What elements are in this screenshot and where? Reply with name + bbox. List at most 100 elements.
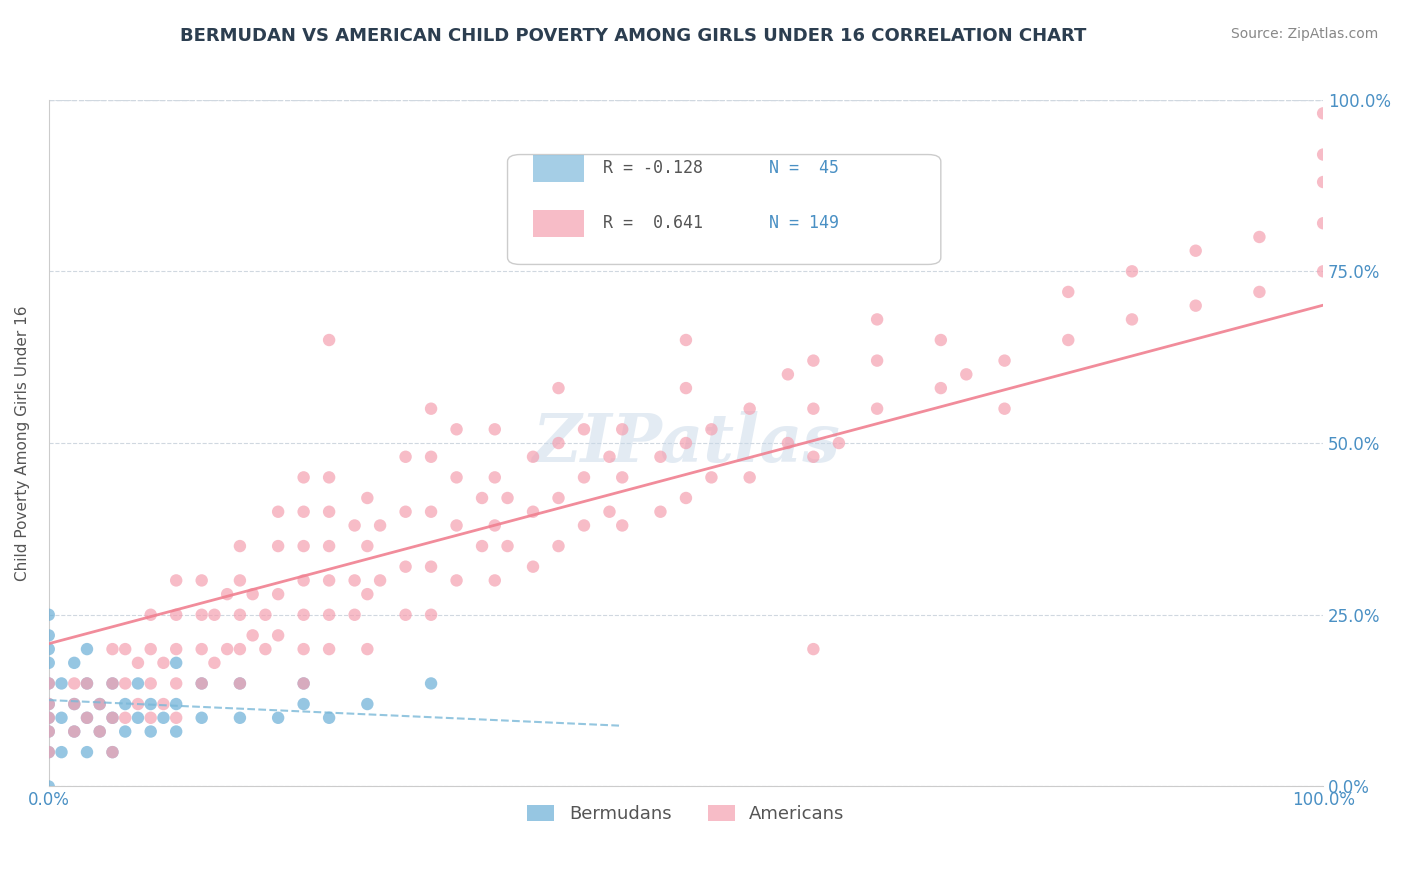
Point bbox=[63, 724, 86, 739]
Point bbox=[267, 711, 290, 725]
Point bbox=[318, 505, 340, 519]
Point bbox=[76, 711, 98, 725]
Point bbox=[394, 450, 416, 464]
Point bbox=[63, 697, 86, 711]
Point bbox=[190, 676, 212, 690]
Point bbox=[803, 450, 825, 464]
Point bbox=[38, 724, 60, 739]
Legend: Bermudans, Americans: Bermudans, Americans bbox=[519, 796, 853, 832]
Point bbox=[51, 745, 73, 759]
Point bbox=[471, 539, 494, 553]
Point bbox=[76, 711, 98, 725]
Point bbox=[1121, 264, 1143, 278]
Point bbox=[343, 518, 366, 533]
Point bbox=[165, 697, 187, 711]
Point bbox=[292, 607, 315, 622]
Point bbox=[738, 470, 761, 484]
Point bbox=[993, 353, 1015, 368]
Point bbox=[1249, 285, 1271, 299]
Point bbox=[1312, 264, 1334, 278]
Point bbox=[229, 607, 252, 622]
Point bbox=[38, 724, 60, 739]
Point bbox=[165, 607, 187, 622]
Point bbox=[318, 470, 340, 484]
Point bbox=[738, 401, 761, 416]
Point bbox=[127, 711, 149, 725]
Point bbox=[190, 607, 212, 622]
Point bbox=[1057, 285, 1080, 299]
Point bbox=[38, 628, 60, 642]
Point bbox=[204, 607, 226, 622]
Point bbox=[114, 676, 136, 690]
Point bbox=[356, 491, 378, 505]
Point bbox=[650, 505, 672, 519]
Point bbox=[139, 711, 162, 725]
Point bbox=[38, 697, 60, 711]
Point bbox=[229, 574, 252, 588]
Point bbox=[675, 491, 697, 505]
Point bbox=[776, 368, 799, 382]
Point bbox=[63, 656, 86, 670]
Point bbox=[343, 607, 366, 622]
Point bbox=[139, 676, 162, 690]
Point bbox=[484, 422, 506, 436]
Point bbox=[38, 745, 60, 759]
Point bbox=[420, 401, 443, 416]
Point bbox=[318, 539, 340, 553]
Point bbox=[139, 642, 162, 657]
Point bbox=[89, 724, 111, 739]
Point bbox=[38, 607, 60, 622]
Point bbox=[101, 676, 124, 690]
Point bbox=[267, 505, 290, 519]
Point bbox=[955, 368, 977, 382]
Point bbox=[139, 607, 162, 622]
Point bbox=[63, 676, 86, 690]
Point bbox=[51, 711, 73, 725]
Point bbox=[114, 697, 136, 711]
Point bbox=[165, 724, 187, 739]
Point bbox=[38, 656, 60, 670]
Point bbox=[89, 697, 111, 711]
Point bbox=[446, 422, 468, 436]
Point bbox=[484, 518, 506, 533]
Point bbox=[127, 697, 149, 711]
Point bbox=[993, 401, 1015, 416]
Point bbox=[139, 724, 162, 739]
Point bbox=[675, 436, 697, 450]
Point bbox=[866, 312, 889, 326]
Point bbox=[292, 574, 315, 588]
Point bbox=[356, 587, 378, 601]
Point bbox=[229, 676, 252, 690]
Point bbox=[471, 491, 494, 505]
Point bbox=[204, 656, 226, 670]
Point bbox=[101, 711, 124, 725]
Point bbox=[114, 711, 136, 725]
Point bbox=[318, 642, 340, 657]
Point bbox=[572, 422, 595, 436]
Text: R = -0.128: R = -0.128 bbox=[603, 160, 703, 178]
Point bbox=[38, 711, 60, 725]
Point bbox=[152, 656, 174, 670]
Point bbox=[675, 381, 697, 395]
Point bbox=[547, 436, 569, 450]
FancyBboxPatch shape bbox=[508, 154, 941, 264]
Point bbox=[803, 642, 825, 657]
Point bbox=[292, 676, 315, 690]
Point bbox=[1312, 106, 1334, 120]
Point bbox=[38, 711, 60, 725]
Point bbox=[38, 676, 60, 690]
Point bbox=[420, 676, 443, 690]
FancyBboxPatch shape bbox=[533, 154, 583, 182]
Point bbox=[318, 333, 340, 347]
Point bbox=[368, 518, 391, 533]
Point bbox=[700, 470, 723, 484]
Point bbox=[700, 422, 723, 436]
Point bbox=[318, 574, 340, 588]
Point bbox=[547, 381, 569, 395]
Point bbox=[165, 642, 187, 657]
Point bbox=[496, 491, 519, 505]
Point bbox=[1184, 244, 1206, 258]
Point bbox=[1312, 147, 1334, 161]
Point bbox=[139, 697, 162, 711]
Point bbox=[1312, 175, 1334, 189]
